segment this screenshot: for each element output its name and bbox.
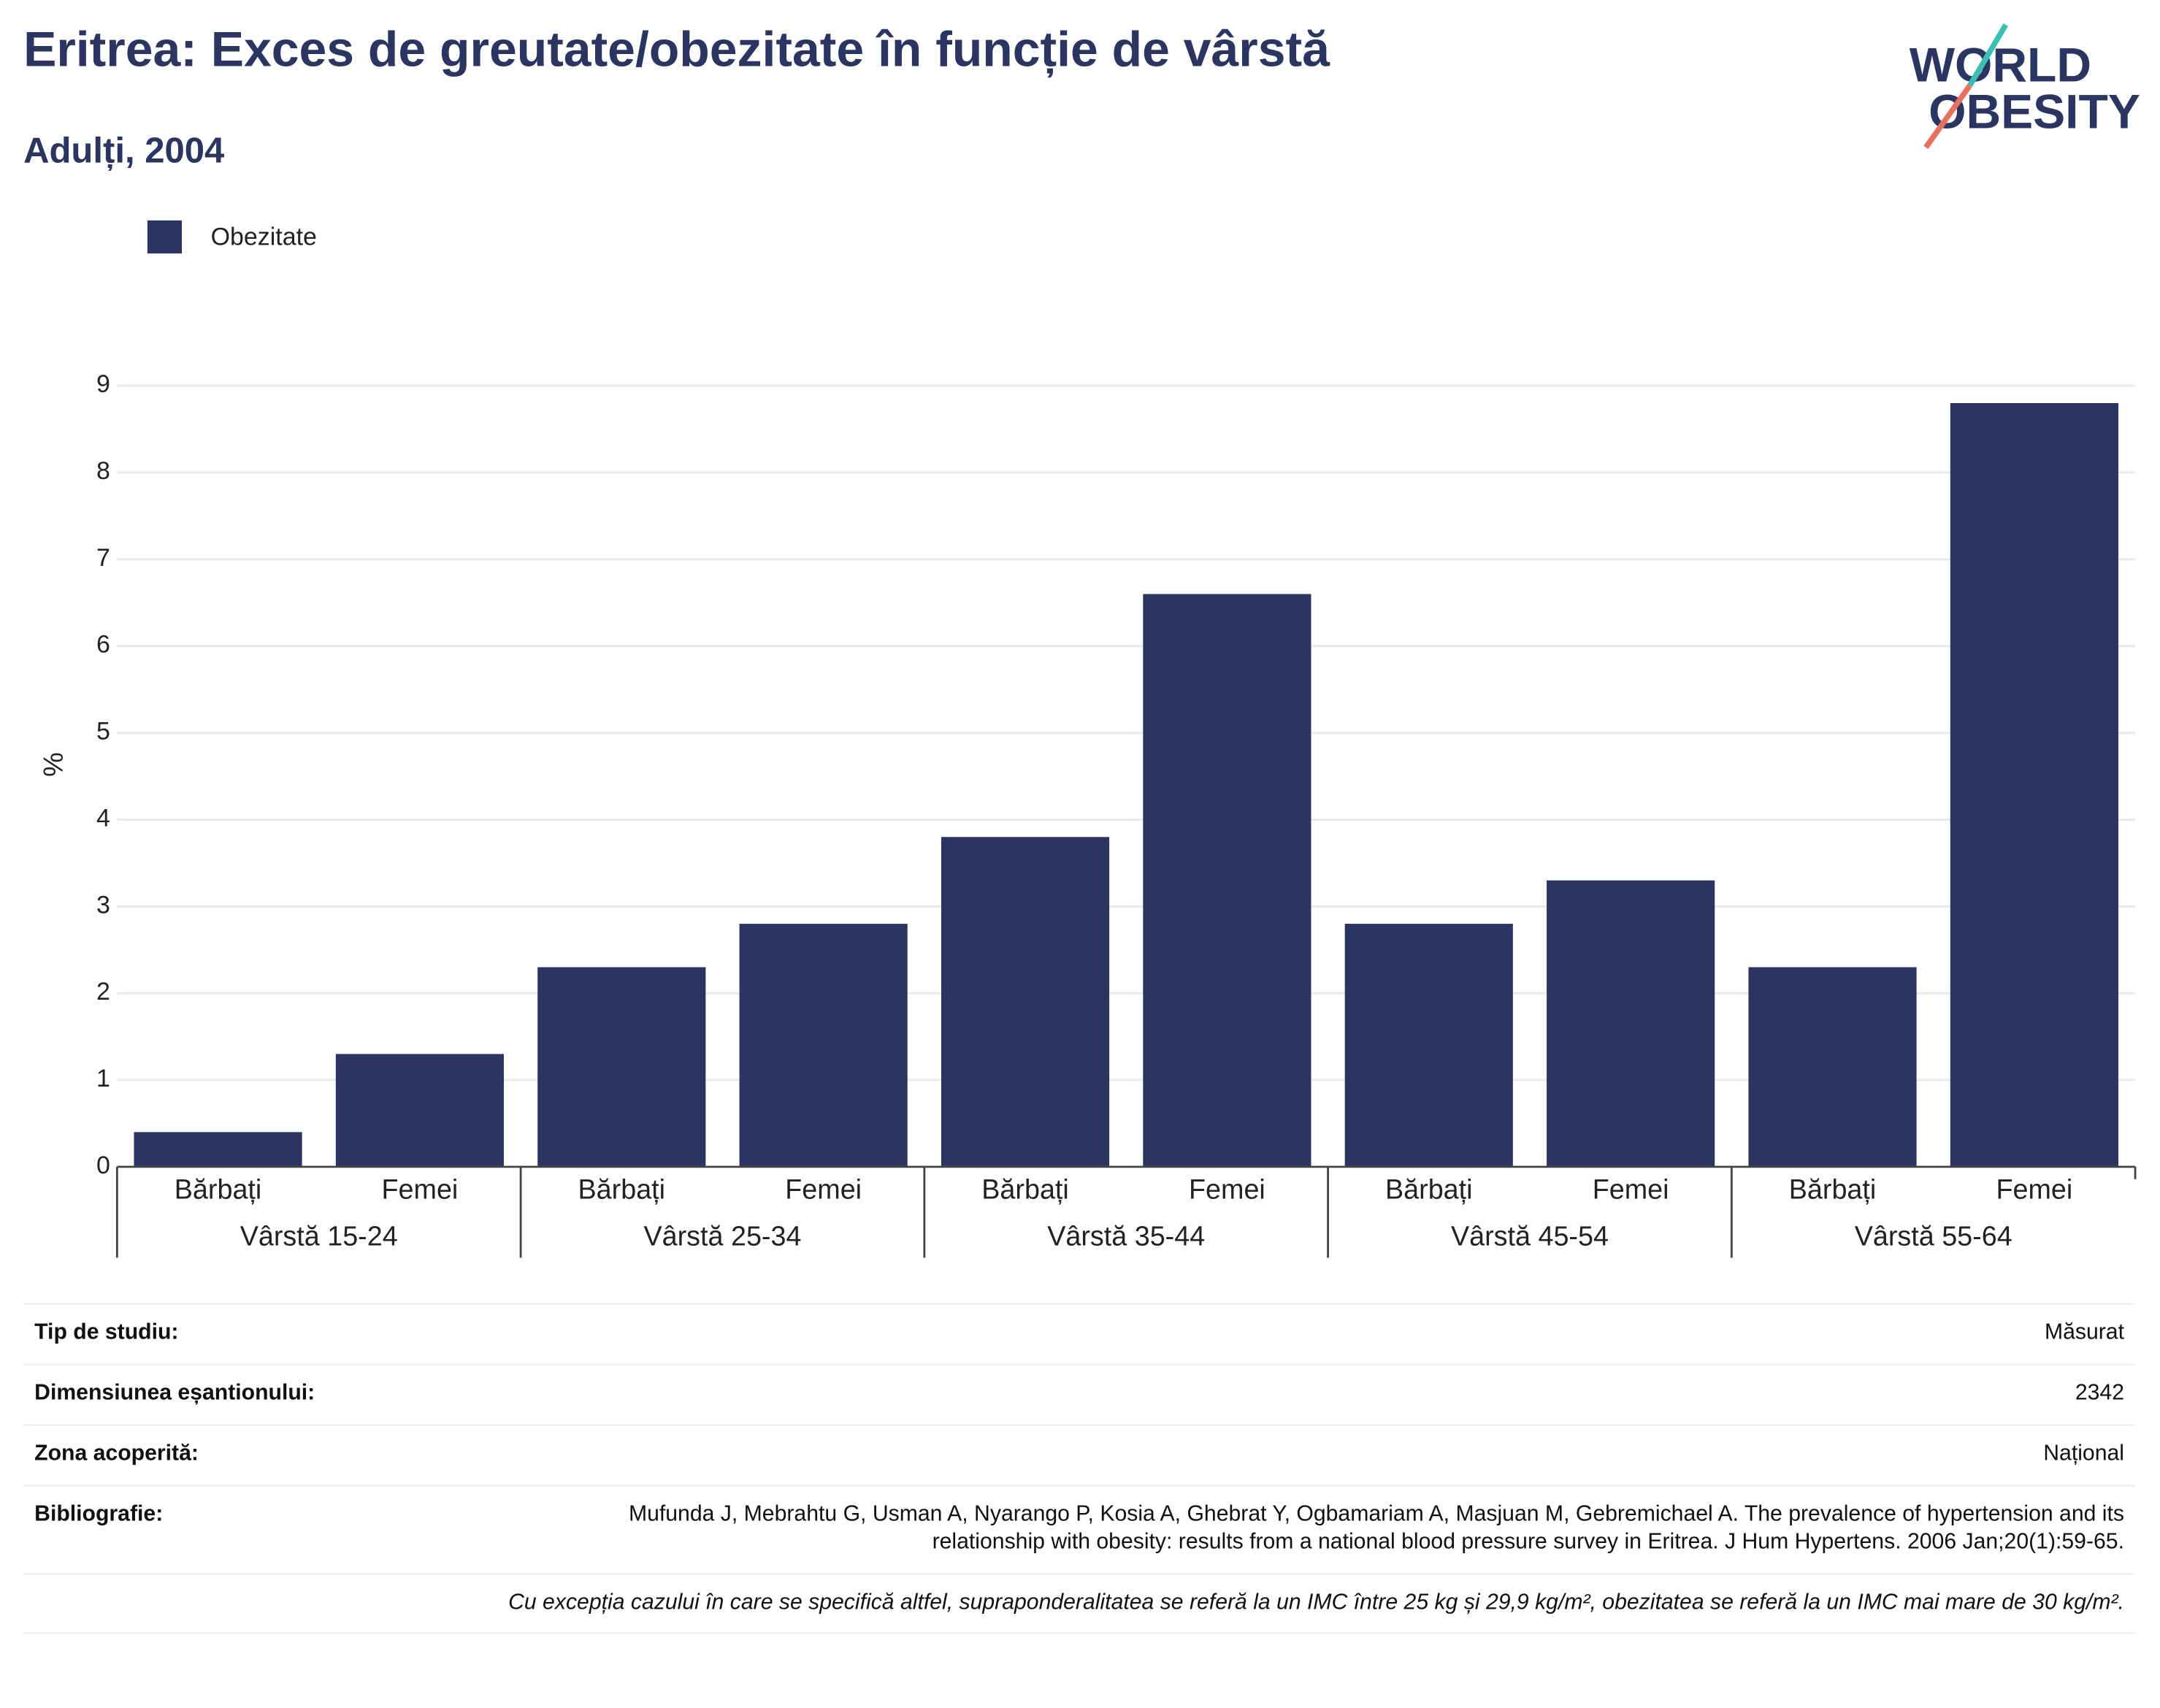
- x-tick-label: Bărbați: [578, 1173, 666, 1204]
- bar: [739, 924, 908, 1167]
- y-tick-label: 8: [96, 457, 110, 485]
- bar: [537, 967, 706, 1167]
- footnote: Cu excepția cazului în care se specifică…: [23, 1573, 2136, 1634]
- x-group-label: Vârstă 25-34: [643, 1220, 801, 1251]
- y-tick-label: 5: [96, 718, 110, 746]
- y-tick-label: 7: [96, 544, 110, 572]
- info-value: Mufunda J, Mebrahtu G, Usman A, Nyarango…: [628, 1503, 2124, 1554]
- bar: [1950, 402, 2118, 1167]
- info-row: Dimensiunea eșantionului: 2342: [23, 1363, 2136, 1425]
- x-tick-label: Bărbați: [981, 1173, 1069, 1204]
- bar: [1547, 880, 1715, 1167]
- logo-slash: [1967, 23, 2008, 87]
- y-tick-label: 9: [96, 370, 110, 398]
- x-tick-label: Femei: [785, 1173, 862, 1204]
- info-row: Tip de studiu: Măsurat: [23, 1303, 2136, 1364]
- x-tick-label: Bărbați: [1789, 1173, 1877, 1204]
- y-tick-label: 0: [96, 1152, 110, 1179]
- info-label: Zona acoperită:: [34, 1442, 199, 1466]
- info-row: Bibliografie: Mufunda J, Mebrahtu G, Usma…: [23, 1485, 2136, 1574]
- x-tick-label: Femei: [382, 1173, 459, 1204]
- info-label: Dimensiunea eșantionului:: [34, 1382, 315, 1406]
- bar: [941, 837, 1110, 1167]
- bar: [1344, 924, 1513, 1167]
- y-tick-label: 2: [96, 978, 110, 1006]
- x-group-label: Vârstă 55-64: [1855, 1220, 2012, 1251]
- x-tick-label: Bărbați: [1385, 1173, 1473, 1204]
- y-tick-label: 6: [96, 631, 110, 659]
- bar: [1748, 967, 1917, 1167]
- y-tick-label: 1: [96, 1065, 110, 1092]
- logo-text: WORLD: [1910, 37, 2091, 91]
- chart: Eritrea: Exces de greutate/obezitate în …: [23, 23, 2140, 1258]
- info-table: Tip de studiu: Măsurat Dimensiunea eșantio…: [23, 1303, 2136, 1634]
- x-group-label: Vârstă 35-44: [1047, 1220, 1205, 1251]
- info-label: Tip de studiu:: [34, 1321, 179, 1345]
- legend-swatch: [147, 220, 183, 254]
- info-label: Bibliografie:: [34, 1503, 164, 1527]
- info-value: Național: [2043, 1442, 2124, 1466]
- bar: [335, 1054, 504, 1167]
- info-value: Măsurat: [2044, 1321, 2124, 1345]
- legend-label: Obezitate: [211, 223, 317, 250]
- x-tick-label: Femei: [1996, 1173, 2072, 1204]
- logo-text: OBESITY: [1929, 84, 2140, 138]
- x-tick-label: Femei: [1189, 1173, 1265, 1204]
- y-tick-label: 3: [96, 891, 110, 919]
- x-group-label: Vârstă 45-54: [1451, 1220, 1609, 1251]
- chart-title: Eritrea: Exces de greutate/obezitate în …: [23, 23, 1330, 78]
- bar: [1143, 594, 1311, 1167]
- info-row: Zona acoperită: Național: [23, 1424, 2136, 1485]
- bar: [134, 1132, 302, 1167]
- y-tick-label: 4: [96, 804, 110, 832]
- x-tick-label: Femei: [1593, 1173, 1669, 1204]
- logo-slash: [1923, 83, 1972, 150]
- y-axis-label: %: [37, 752, 68, 777]
- chart-subtitle: Adulți, 2004: [23, 131, 224, 171]
- x-group-label: Vârstă 15-24: [240, 1220, 398, 1251]
- x-tick-label: Bărbați: [175, 1173, 262, 1204]
- info-value: 2342: [2075, 1382, 2124, 1406]
